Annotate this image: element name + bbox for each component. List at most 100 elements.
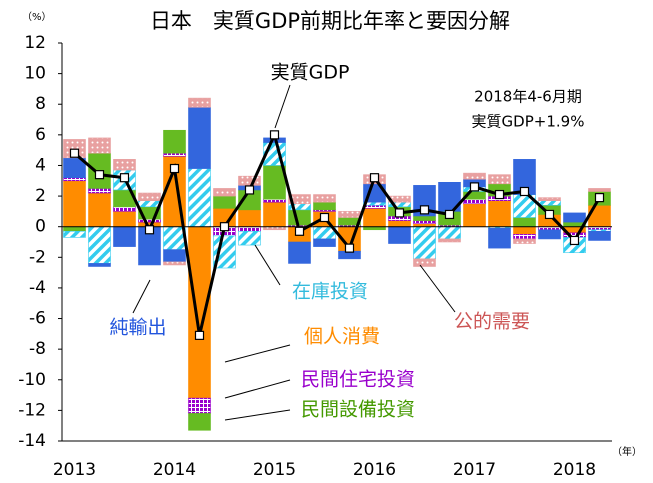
y-tick-label: -2 <box>29 247 46 267</box>
bar-segment <box>63 180 86 227</box>
gdp-marker <box>469 182 480 192</box>
y-tick-label: 4 <box>35 155 46 175</box>
gdp-marker <box>144 225 155 235</box>
bar-segment <box>163 129 186 154</box>
bar-segment <box>188 226 211 399</box>
series-label: 民間設備投資 <box>301 399 415 421</box>
series-label: 民間住宅投資 <box>301 369 415 391</box>
gdp-marker <box>419 205 430 215</box>
gdp-marker <box>394 208 405 218</box>
x-unit: （年） <box>612 445 642 458</box>
bar-segment <box>413 226 436 260</box>
bar-segment <box>113 211 136 227</box>
x-tick-label: 2013 <box>53 460 96 480</box>
bar-segment <box>213 195 236 209</box>
bar-segment <box>63 177 86 182</box>
y-tick-label: -8 <box>29 339 46 359</box>
gdp-marker <box>69 148 80 158</box>
series-label: 個人消費 <box>304 326 380 348</box>
bar-segment <box>513 238 536 244</box>
bar-segment <box>188 106 211 169</box>
bar-segment <box>363 204 386 209</box>
x-tick-label: 2018 <box>553 460 596 480</box>
bar-segment <box>538 229 561 240</box>
gdp-marker <box>219 222 230 232</box>
bar-segment <box>263 201 286 227</box>
gdp-marker <box>519 186 530 197</box>
x-tick-label: 2014 <box>153 460 196 480</box>
y-tick-label: -12 <box>18 400 46 420</box>
bar-segment <box>163 249 186 263</box>
bar-segment <box>138 200 161 208</box>
bar-segment <box>238 226 261 232</box>
bar-segment <box>413 215 436 221</box>
bar-segment <box>63 230 86 238</box>
arrows <box>132 84 456 421</box>
y-tick-label: 8 <box>35 94 46 114</box>
bar-segment <box>88 192 111 227</box>
bar-segment <box>513 234 536 240</box>
bar-segment <box>313 201 336 211</box>
bar-segment <box>188 397 211 414</box>
series-label: 在庫投資 <box>292 281 368 303</box>
y-tick-label: -10 <box>18 370 46 390</box>
bar-segment <box>88 263 111 267</box>
bar-segment <box>313 238 336 247</box>
bar-segment <box>88 188 111 194</box>
gdp-line <box>73 130 601 336</box>
gdp-marker <box>569 235 580 246</box>
bar-segment <box>413 220 436 224</box>
bar-segment <box>538 200 561 206</box>
bar-segment <box>363 208 386 227</box>
series-label: 公的需要 <box>454 311 530 333</box>
bar-segment <box>488 200 511 227</box>
bar-segment <box>263 198 286 203</box>
bar-segment <box>538 197 561 201</box>
y-unit: （%） <box>22 11 52 23</box>
bar-segment <box>438 238 461 243</box>
gdp-marker <box>594 193 605 203</box>
bar-segment <box>463 198 486 205</box>
bar-segment <box>438 226 461 240</box>
gdp-marker <box>344 243 355 253</box>
bar-segment <box>588 188 611 192</box>
bar-segment <box>338 211 361 218</box>
bar-segment <box>238 230 261 246</box>
bar-segment <box>63 226 86 232</box>
series-label: 実質GDP <box>271 62 350 84</box>
bar-segment <box>513 226 536 235</box>
gdp-marker <box>94 170 105 180</box>
gdp-marker <box>244 185 255 195</box>
bar-segment <box>113 226 136 247</box>
x-tick-label: 2015 <box>253 460 296 480</box>
bar-segment <box>88 137 111 154</box>
bar-segment <box>513 217 536 227</box>
bar-segment <box>188 97 211 108</box>
bar-segment <box>563 212 586 223</box>
gdp-marker <box>369 173 380 183</box>
annotation: 2018年4-6月期 <box>474 88 582 106</box>
bar-segment <box>188 413 211 431</box>
gdp-marker <box>269 130 280 140</box>
bar-segment <box>238 175 261 186</box>
bar-segment <box>138 192 161 201</box>
x-tick-label: 2017 <box>453 460 496 480</box>
bar-segment <box>288 241 311 264</box>
y-tick-label: 0 <box>35 217 46 237</box>
bar-segment <box>188 168 211 227</box>
gdp-marker <box>544 209 555 220</box>
bar-segment <box>413 258 436 267</box>
y-tick-label: -6 <box>29 309 46 329</box>
bar-segment <box>88 226 111 264</box>
y-tick-label: 2 <box>35 186 46 206</box>
bar-segment <box>163 226 186 250</box>
y-tick-label: 6 <box>35 125 46 145</box>
gdp-marker <box>494 189 505 200</box>
gdp-marker <box>169 163 180 174</box>
gdp-marker <box>294 226 305 236</box>
bar-segment <box>313 194 336 203</box>
bar-segment <box>213 188 236 197</box>
bar-segment <box>488 227 511 249</box>
bar-segment <box>138 218 161 223</box>
